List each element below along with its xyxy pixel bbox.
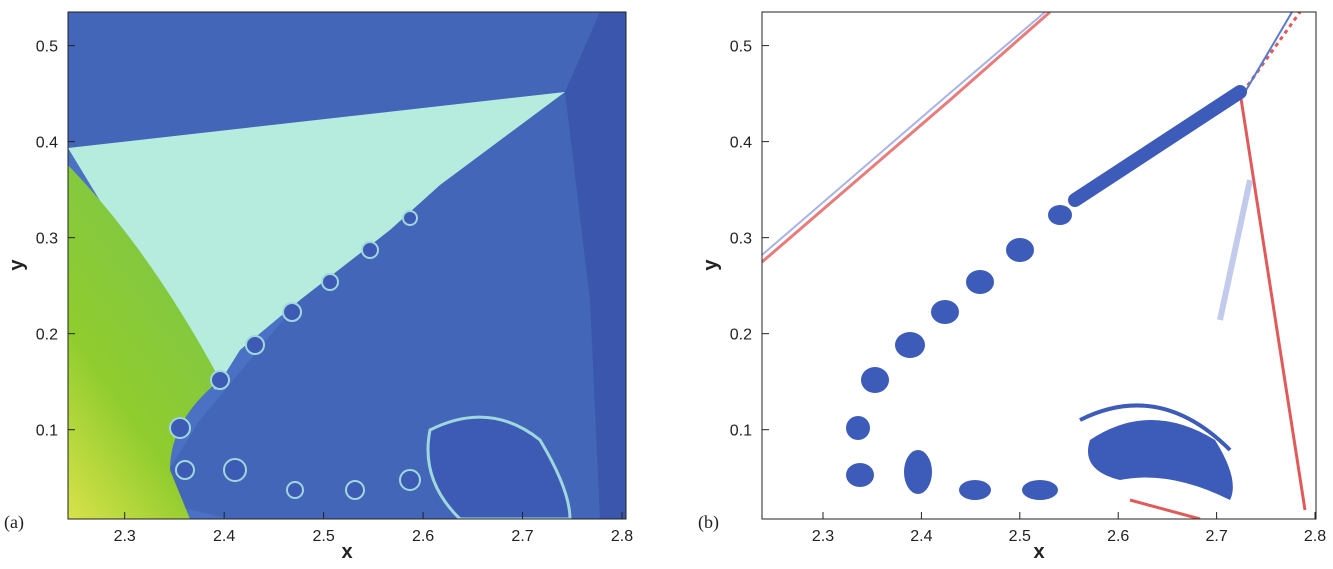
y-tick-label: 0.1 (36, 423, 58, 440)
field-a (68, 12, 626, 519)
panel-label: (a) (4, 512, 24, 533)
x-tick-label: 2.7 (511, 528, 533, 545)
y-tick-label: 0.4 (730, 135, 752, 152)
x-axis-label: x (1033, 541, 1044, 563)
x-tick-label: 2.7 (1205, 528, 1227, 545)
x-axis-label: x (341, 541, 352, 563)
y-axis-label: y (700, 259, 722, 271)
y-tick-label: 0.3 (730, 231, 752, 248)
x-tick-label: 2.8 (1304, 528, 1326, 545)
x-tick-label: 2.4 (910, 528, 932, 545)
plot-frame (761, 11, 1317, 520)
x-tick-label: 2.3 (114, 528, 136, 545)
plot-frame (67, 11, 627, 520)
y-tick-label: 0.4 (36, 135, 58, 152)
x-tick-label: 2.6 (1107, 528, 1129, 545)
y-tick-label: 0.2 (36, 327, 58, 344)
y-tick-label: 0.2 (730, 327, 752, 344)
y-tick-label: 0.5 (36, 39, 58, 56)
x-tick-label: 2.5 (1009, 528, 1031, 545)
panel-label: (b) (698, 512, 719, 533)
y-axis-label: y (6, 259, 28, 271)
x-tick-label: 2.3 (812, 528, 834, 545)
field-b (762, 12, 1316, 519)
x-tick-label: 2.4 (213, 528, 235, 545)
x-tick-label: 2.6 (412, 528, 434, 545)
y-tick-label: 0.1 (730, 423, 752, 440)
y-tick-label: 0.3 (36, 231, 58, 248)
y-tick-label: 0.5 (730, 39, 752, 56)
x-tick-label: 2.5 (313, 528, 335, 545)
x-tick-label: 2.8 (611, 528, 633, 545)
